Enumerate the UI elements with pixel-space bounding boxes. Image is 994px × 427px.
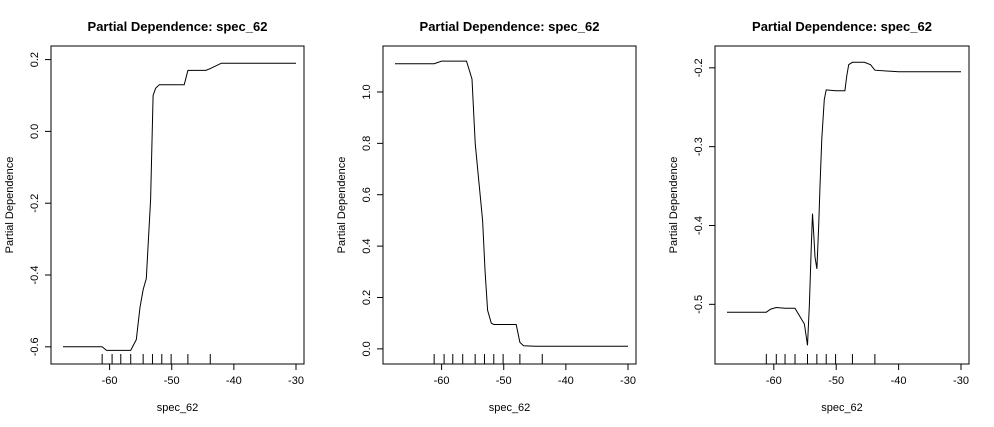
x-tick-label: -60 [434, 375, 450, 387]
chart-title: Partial Dependence: spec_62 [752, 19, 932, 34]
y-tick-label: -0.2 [693, 58, 705, 77]
plot-frame [50, 45, 305, 365]
x-tick-label: -60 [766, 375, 782, 387]
y-tick-label: 1.0 [361, 84, 373, 99]
x-tick-label: -40 [226, 375, 242, 387]
x-tick-label: -50 [496, 375, 512, 387]
x-axis-label: spec_62 [157, 402, 199, 414]
x-tick-label: -30 [953, 375, 969, 387]
y-tick-label: -0.4 [693, 216, 705, 235]
chart-panel-3: Partial Dependence: spec_62 spec_62 Partia… [668, 19, 970, 414]
partial-dependence-line [63, 62, 296, 351]
partial-dependence-line [395, 60, 628, 347]
chart-title: Partial Dependence: spec_62 [88, 19, 268, 34]
y-tick-label: 0.0 [361, 341, 373, 356]
y-tick-label: 0.0 [29, 124, 41, 139]
x-tick-label: -40 [558, 375, 574, 387]
x-tick-label: -50 [828, 375, 844, 387]
y-tick-label: 0.4 [361, 238, 373, 253]
x-axis-label: spec_62 [821, 402, 863, 414]
x-tick-label: -30 [288, 375, 304, 387]
y-tick-label: -0.3 [693, 137, 705, 156]
partial-dependence-line [727, 61, 961, 346]
y-tick-label: -0.4 [29, 266, 41, 285]
y-axis-label: Partial Dependence [668, 157, 680, 254]
y-axis-label: Partial Dependence [336, 157, 348, 254]
x-tick-label: -60 [102, 375, 118, 387]
plot-frame [382, 45, 637, 365]
y-axis-label: Partial Dependence [4, 157, 16, 254]
chart-panel-2: Partial Dependence: spec_62 spec_62 Partia… [336, 19, 637, 414]
y-tick-label: 0.2 [29, 52, 41, 67]
chart-title: Partial Dependence: spec_62 [420, 19, 600, 34]
x-tick-label: -40 [891, 375, 907, 387]
chart-panel-1: Partial Dependence: spec_62 spec_62 Partia… [4, 19, 305, 414]
y-tick-label: 0.8 [361, 136, 373, 151]
plot-frame [714, 45, 970, 365]
x-axis-label: spec_62 [489, 402, 531, 414]
y-tick-label: -0.2 [29, 194, 41, 213]
y-tick-label: 0.6 [361, 187, 373, 202]
y-tick-label: -0.6 [29, 337, 41, 356]
x-tick-label: -30 [620, 375, 636, 387]
x-tick-label: -50 [164, 375, 180, 387]
y-tick-label: -0.5 [693, 295, 705, 314]
y-tick-label: 0.2 [361, 290, 373, 305]
